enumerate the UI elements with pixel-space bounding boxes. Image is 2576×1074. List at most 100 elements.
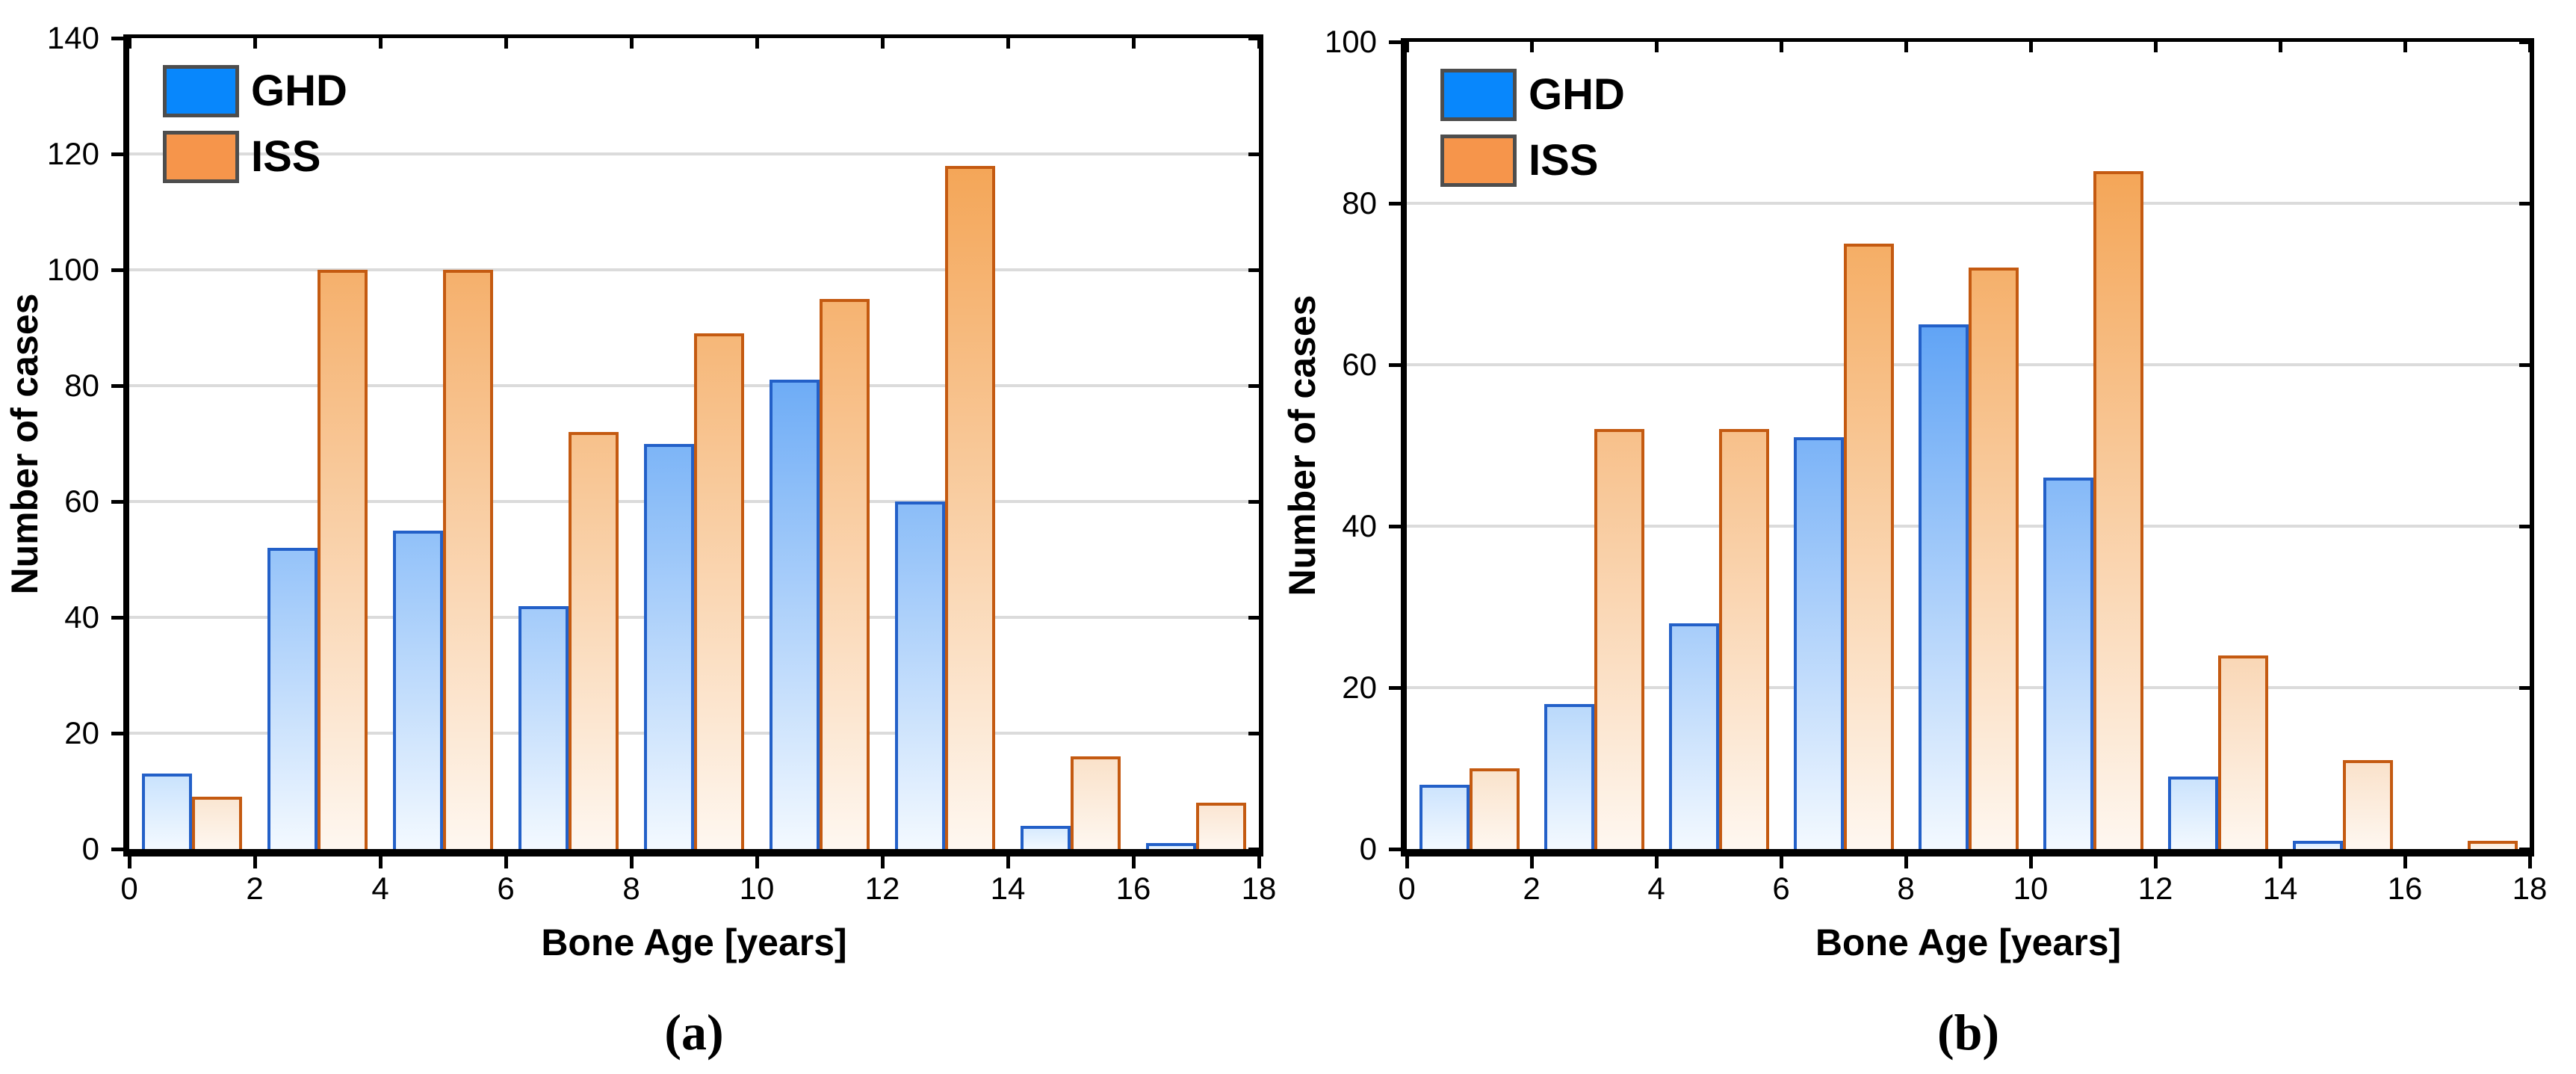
bar-iss-8-10: [1969, 268, 2019, 849]
x-tick-top-18: [1257, 38, 1261, 49]
y-tick-left-20: [1389, 686, 1407, 690]
x-tick-label-8: 8: [1897, 871, 1915, 906]
bar-ghd-10-12: [770, 380, 820, 849]
x-tick-bottom-6: [1780, 849, 1783, 868]
bar-iss-0-2: [1470, 768, 1520, 849]
bar-iss-4-6: [1719, 429, 1769, 849]
legend-label-iss: ISS: [251, 132, 321, 181]
bar-iss-6-8: [569, 432, 619, 849]
x-tick-top-2: [1530, 42, 1534, 52]
y-tick-right-100: [2519, 40, 2530, 44]
bar-iss-4-6: [443, 270, 493, 849]
x-tick-bottom-8: [1904, 849, 1908, 868]
bar-ghd-6-8: [1794, 437, 1844, 849]
panel-caption-a: (a): [664, 1004, 724, 1061]
x-tick-bottom-10: [755, 849, 759, 868]
y-tick-right-80: [1248, 384, 1259, 388]
x-tick-label-4: 4: [1647, 871, 1665, 906]
y-tick-left-60: [111, 500, 129, 504]
x-tick-top-16: [2403, 42, 2407, 52]
y-tick-right-0: [2519, 848, 2530, 851]
legend-swatch-ghd: [1440, 69, 1517, 121]
y-tick-right-60: [2519, 363, 2530, 367]
x-tick-top-2: [253, 38, 257, 49]
bar-iss-2-4: [1594, 429, 1644, 849]
bar-ghd-12-14: [895, 501, 945, 849]
legend-label-ghd: GHD: [1529, 70, 1625, 119]
bar-iss-0-2: [192, 797, 242, 849]
x-axis-title: Bone Age [years]: [1815, 922, 2122, 963]
bar-ghd-4-6: [393, 530, 443, 849]
x-tick-top-18: [2528, 42, 2532, 52]
y-tick-left-0: [1389, 848, 1407, 851]
y-tick-left-120: [111, 152, 129, 156]
bar-ghd-10-12: [2043, 478, 2093, 849]
y-tick-left-80: [1389, 202, 1407, 206]
y-tick-label-100: 100: [46, 252, 99, 287]
y-tick-label-40: 40: [64, 599, 99, 635]
x-tick-top-14: [2279, 42, 2282, 52]
x-tick-label-0: 0: [1398, 871, 1416, 906]
y-tick-left-140: [111, 37, 129, 40]
y-axis-title: Number of cases: [4, 293, 46, 594]
bar-ghd-16-18: [1146, 843, 1196, 849]
bar-ghd-6-8: [518, 605, 569, 849]
x-tick-top-12: [881, 38, 885, 49]
x-tick-label-18: 18: [2512, 871, 2548, 906]
x-tick-bottom-6: [504, 849, 508, 868]
x-tick-label-12: 12: [864, 871, 900, 906]
gridline-y100: [129, 268, 1259, 271]
y-tick-left-100: [1389, 40, 1407, 44]
legend-label-ghd: GHD: [251, 67, 347, 115]
bar-iss-12-14: [945, 165, 995, 849]
y-tick-left-80: [111, 384, 129, 388]
x-tick-label-14: 14: [990, 871, 1026, 906]
y-tick-label-60: 60: [1342, 347, 1377, 382]
gridline-y120: [129, 152, 1259, 155]
y-tick-left-40: [111, 616, 129, 620]
x-tick-top-6: [504, 38, 508, 49]
bar-iss-10-12: [2093, 170, 2143, 849]
y-tick-left-60: [1389, 363, 1407, 367]
x-tick-top-8: [1904, 42, 1908, 52]
bar-ghd-14-16: [1021, 826, 1071, 849]
y-tick-right-60: [1248, 500, 1259, 504]
bar-iss-12-14: [2218, 655, 2268, 849]
x-tick-bottom-8: [630, 849, 634, 868]
bar-iss-14-16: [1071, 756, 1121, 849]
bar-iss-10-12: [820, 298, 870, 849]
y-tick-label-120: 120: [46, 136, 99, 171]
x-tick-label-16: 16: [1115, 871, 1151, 906]
x-tick-label-12: 12: [2137, 871, 2173, 906]
x-tick-top-6: [1780, 42, 1783, 52]
x-tick-bottom-16: [2403, 849, 2407, 868]
legend-swatch-iss: [163, 131, 239, 183]
y-tick-right-140: [1248, 37, 1259, 40]
x-tick-label-10: 10: [2013, 871, 2049, 906]
x-tick-bottom-14: [1006, 849, 1010, 868]
bar-iss-2-4: [318, 270, 368, 849]
gridline-y80: [1407, 202, 2530, 205]
y-tick-left-0: [111, 848, 129, 851]
bar-ghd-4-6: [1669, 623, 1719, 849]
x-tick-bottom-16: [1132, 849, 1136, 868]
x-tick-bottom-0: [1405, 849, 1409, 868]
x-tick-bottom-18: [1257, 849, 1261, 868]
bar-ghd-0-2: [1419, 784, 1470, 849]
bar-ghd-14-16: [2293, 841, 2343, 849]
y-tick-right-80: [2519, 202, 2530, 206]
bar-ghd-8-10: [644, 443, 694, 849]
y-tick-label-20: 20: [64, 715, 99, 750]
legend-label-iss: ISS: [1529, 136, 1599, 185]
x-tick-top-0: [1405, 42, 1409, 52]
y-tick-right-100: [1248, 268, 1259, 272]
y-tick-label-0: 0: [81, 831, 99, 866]
bar-ghd-2-4: [1544, 703, 1594, 849]
x-tick-top-0: [128, 38, 131, 49]
bar-ghd-0-2: [142, 774, 192, 849]
plot-area-a: 0 2 4 6 8 10 12 14 16 18 0 20 40 60 80 100 120 140 GHD ISS N…: [4, 20, 1276, 1061]
y-tick-label-100: 100: [1324, 24, 1377, 59]
y-tick-label-80: 80: [1342, 185, 1377, 220]
y-tick-left-40: [1389, 525, 1407, 528]
